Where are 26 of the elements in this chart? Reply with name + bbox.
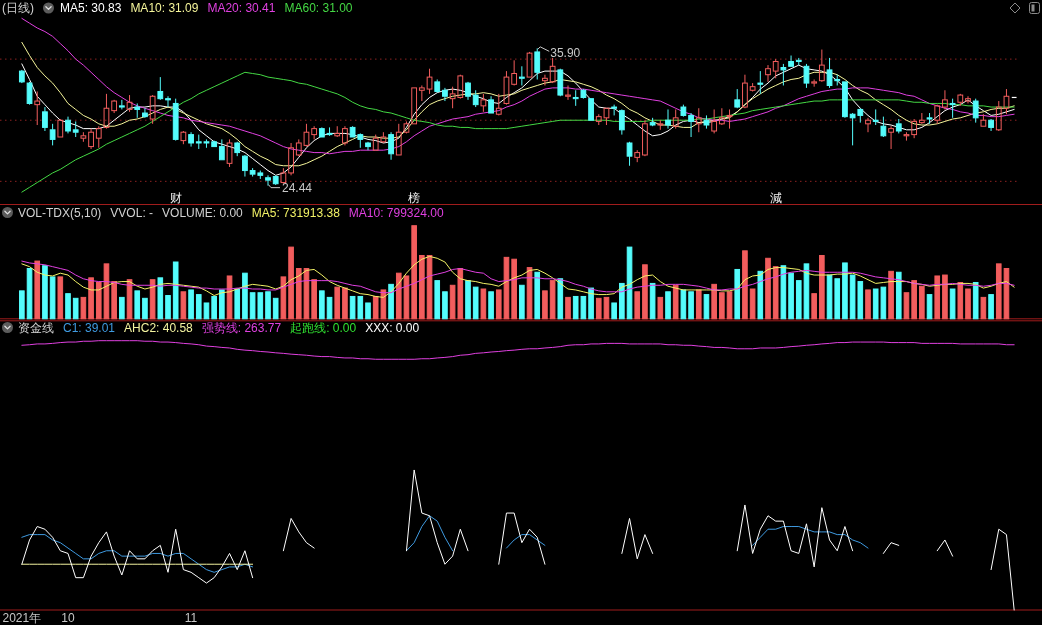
legend-entry: 起跑线: 0.00 <box>290 320 357 335</box>
x-tick-label: 減 <box>769 190 782 205</box>
x-tick-label: 11 <box>184 610 198 625</box>
x-tick-label: 10 <box>61 610 75 625</box>
legend-entry: MA5: 731913.38 <box>251 205 340 220</box>
legend-entry: MA20: 30.41 <box>207 1 276 15</box>
x-tick-label: 榜 <box>408 190 421 205</box>
legend-entry: XXX: 0.00 <box>365 320 420 335</box>
title: (日线) <box>2 1 34 15</box>
annotation: 35.90 <box>537 46 581 61</box>
x-tick-label: 财 <box>169 190 182 205</box>
legend-entry: MA60: 31.00 <box>284 1 353 15</box>
legend-entry: AHC2: 40.58 <box>124 320 193 335</box>
legend-entry: MA10: 31.09 <box>130 1 199 15</box>
annotation: 24.44 <box>268 181 313 196</box>
legend-entry: MA5: 30.83 <box>60 1 122 15</box>
note: VOLUME: 0.00 <box>162 205 243 220</box>
title: 资金线 <box>18 320 54 335</box>
title: VOL-TDX(5,10) <box>18 205 102 220</box>
legend-entry: 强势线: 263.77 <box>201 320 282 335</box>
subtitle: VVOL: - <box>110 205 154 220</box>
legend-entry: MA10: 799324.00 <box>348 205 444 220</box>
annotation: 24.44 <box>282 181 313 196</box>
legend-entry: C1: 39.01 <box>63 320 116 335</box>
annotation: 35.90 <box>550 46 581 61</box>
x-tick-label: 2021年 <box>2 610 42 625</box>
